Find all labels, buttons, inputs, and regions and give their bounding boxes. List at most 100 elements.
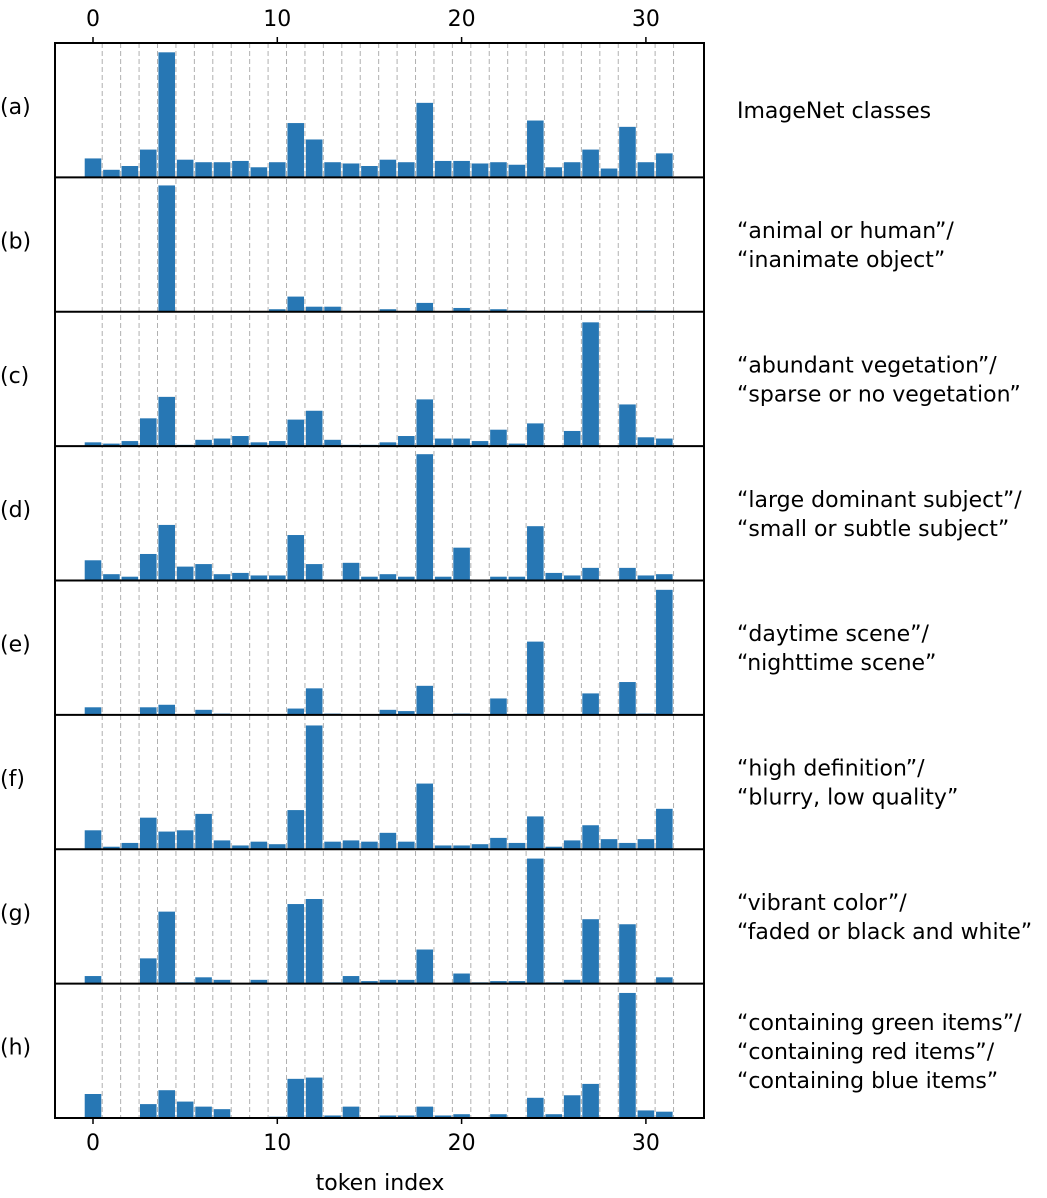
bar-panel-7-token-15	[361, 981, 378, 984]
bar-panel-1-token-11	[287, 123, 305, 178]
bar-panel-6-token-30	[637, 839, 655, 850]
bar-panel-7-token-23	[508, 981, 526, 984]
bar-panel-8-token-14	[342, 1106, 360, 1118]
panel-description: “containing red items”/	[737, 1040, 995, 1065]
bar-panel-4-token-5	[176, 566, 194, 581]
bar-panel-1-token-31	[656, 153, 673, 178]
panel-description: “high definition”/	[737, 757, 925, 782]
bar-panel-4-token-10	[269, 575, 286, 581]
bar-panel-6-token-19	[434, 845, 452, 850]
panel-description: “sparse or no vegetation”	[737, 382, 1021, 407]
bar-panel-5-token-11	[287, 708, 305, 715]
bar-panel-4-token-25	[545, 572, 563, 581]
bar-panel-1-token-1	[103, 169, 120, 178]
bar-panel-1-token-30	[637, 162, 655, 178]
bar-panel-1-token-16	[379, 159, 397, 178]
bar-panel-7-token-9	[250, 979, 268, 984]
bar-panel-8-token-3	[139, 1104, 157, 1118]
bar-panel-3-token-6	[195, 439, 212, 447]
bar-panel-7-token-11	[287, 904, 305, 984]
bar-panel-3-token-4	[158, 396, 176, 447]
bar-panel-6-token-2	[121, 842, 139, 850]
bar-panel-8-token-29	[619, 992, 636, 1118]
bar-panel-4-token-6	[195, 564, 212, 581]
bar-panel-6-token-16	[379, 832, 397, 850]
bar-panel-1-token-13	[324, 162, 341, 178]
bar-panel-4-token-30	[637, 575, 655, 581]
bar-panel-6-token-28	[600, 839, 618, 850]
bar-panel-6-token-5	[176, 830, 194, 850]
bar-panel-3-token-29	[619, 404, 636, 447]
bar-panel-5-token-3	[139, 707, 157, 715]
bar-panel-6-token-3	[139, 817, 157, 850]
panel-label: (a)	[0, 95, 31, 120]
x-axis-label: token index	[316, 1171, 445, 1196]
bar-panel-3-token-12	[305, 410, 323, 447]
bar-panel-6-token-17	[398, 841, 415, 850]
bar-panel-3-token-22	[490, 429, 507, 447]
panel-labels: (a) ImageNet classes (b) “animal or human”/…	[0, 95, 1032, 1094]
bar-panel-8-token-27	[582, 1083, 599, 1118]
bar-panel-7-token-6	[195, 977, 212, 984]
bar-panel-1-token-0	[84, 158, 102, 178]
panel-description: “large dominant subject”/	[737, 488, 1022, 513]
bar-panel-1-token-22	[490, 162, 507, 178]
bar-panel-7-token-31	[656, 977, 673, 984]
bar-panel-1-token-19	[434, 160, 452, 178]
bar-panel-4-token-12	[305, 564, 323, 581]
bar-panel-7-token-26	[563, 979, 581, 984]
bar-panel-6-token-23	[508, 842, 526, 850]
bar-panel-8-token-20	[453, 1114, 470, 1118]
x-tick-label-bottom: 0	[86, 1131, 100, 1156]
bar-panel-6-token-21	[471, 844, 489, 850]
bar-panel-1-token-10	[269, 162, 286, 178]
panel-description: “nighttime scene”	[737, 651, 936, 676]
bar-panel-4-token-1	[103, 574, 120, 581]
panel-description: “containing green items”/	[737, 1011, 1022, 1036]
bar-panel-3-token-8	[232, 436, 249, 447]
panel-label: (e)	[0, 633, 31, 658]
bar-panel-8-token-25	[545, 1114, 563, 1118]
bar-panel-4-token-24	[527, 526, 544, 581]
x-tick-label-bottom: 10	[263, 1131, 291, 1156]
bar-panel-7-token-24	[527, 858, 544, 984]
axes-border	[54, 42, 705, 1119]
panel-description: “daytime scene”/	[737, 622, 930, 647]
bar-panel-4-token-31	[656, 574, 673, 581]
bar-panel-4-token-8	[232, 572, 249, 581]
bar-panel-6-token-1	[103, 846, 120, 850]
bar-panel-1-token-25	[545, 167, 563, 178]
bar-panel-1-token-29	[619, 126, 636, 178]
bar-panel-5-token-29	[619, 682, 636, 715]
bar-panel-1-token-21	[471, 163, 489, 178]
bar-panel-8-token-0	[84, 1094, 102, 1118]
bar-panel-6-token-20	[453, 845, 470, 850]
bar-panel-1-token-20	[453, 160, 470, 178]
bar-panel-8-token-30	[637, 1110, 655, 1118]
bar-panel-2-token-18	[416, 302, 434, 312]
bar-panel-3-token-20	[453, 438, 470, 447]
bar-panel-7-token-14	[342, 976, 360, 984]
bar-panel-8-token-22	[490, 1114, 507, 1118]
bar-panel-4-token-15	[361, 576, 378, 581]
bar-panel-8-token-11	[287, 1078, 305, 1118]
bar-panel-2-token-10	[269, 309, 286, 312]
bar-panel-3-token-2	[121, 441, 139, 447]
panel-description: “blurry, low quality”	[737, 786, 958, 811]
bar-panel-3-token-17	[398, 436, 415, 447]
bar-panel-6-token-22	[490, 837, 507, 850]
bar-panel-7-token-29	[619, 924, 636, 984]
bar-panel-6-token-27	[582, 825, 599, 850]
bar-panel-4-token-16	[379, 574, 397, 581]
panel-description: “inanimate object”	[737, 248, 945, 273]
bar-panel-5-token-16	[379, 709, 397, 715]
bar-panel-1-token-5	[176, 159, 194, 178]
bar-panel-7-token-20	[453, 973, 470, 984]
bar-panel-6-token-8	[232, 845, 249, 850]
bar-panel-1-token-23	[508, 164, 526, 178]
bar-panel-6-token-13	[324, 841, 341, 850]
bar-panel-6-token-26	[563, 840, 581, 850]
bar-panel-6-token-25	[545, 846, 563, 850]
bar-panel-6-token-15	[361, 841, 378, 850]
